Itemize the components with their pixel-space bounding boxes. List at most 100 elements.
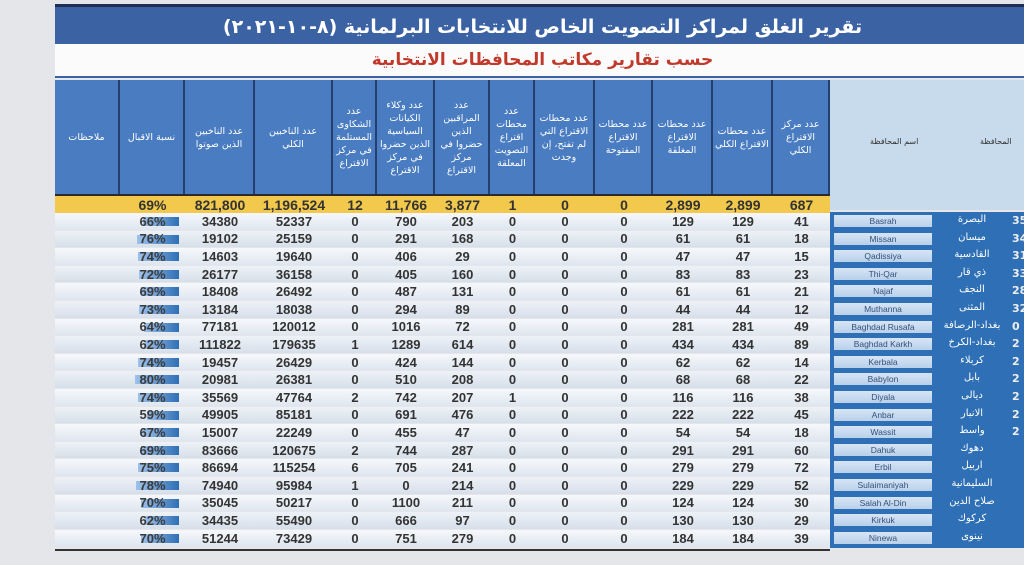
header-total-stations: عدد محطات الاقتراع الكلي	[713, 80, 773, 195]
cell-total-voters: 55490	[275, 513, 313, 529]
cell-total-voters: 120675	[272, 442, 316, 458]
cell-turnout: 74%	[120, 389, 185, 406]
cell-not-opened: 0	[561, 249, 569, 265]
province-name-header: اسم المحافظة	[870, 137, 919, 146]
province-row: Ninewa نينوى	[830, 530, 1024, 547]
province-row: Missan ميسان 34	[830, 231, 1024, 248]
table-row: 78% 74940 95984 1 0 214 0 0 0 229 229 52	[55, 477, 830, 494]
table-row: 74% 14603 19640 0 406 29 0 0 0 47 47 15	[55, 248, 830, 265]
cell-centers: 72	[794, 460, 809, 476]
cell-voted: 34380	[201, 213, 239, 229]
cell-turnout: 67%	[120, 424, 185, 441]
cell-closed: 44	[675, 301, 691, 317]
table-row: 62% 111822 179635 1 1289 614 0 0 0 434 434 89	[55, 336, 830, 353]
cell-open: 0	[620, 442, 628, 458]
province-code-header: المحافظة	[980, 137, 1012, 146]
cell-closed: 291	[672, 442, 694, 458]
turnout-value: 69%	[139, 284, 166, 300]
cell-not-opened: 0	[561, 477, 569, 493]
cell-complaints: 0	[351, 301, 359, 317]
cell-open: 0	[620, 231, 628, 247]
header-not-opened: عدد محطات الاقتراع التي لم تفتح، إن وجدت	[535, 80, 595, 195]
table-row: 74% 35569 47764 2 742 207 1 0 0 116 116 38	[55, 389, 830, 406]
cell-agents: 751	[395, 530, 417, 546]
cell-total-stations: 229	[732, 477, 754, 493]
province-row: Najaf النجف 28	[830, 283, 1024, 300]
province-english-name: Wassit	[834, 426, 932, 439]
cell-closed: 47	[675, 249, 691, 265]
cell-not-opened: 0	[561, 407, 569, 423]
cell-agents: 691	[395, 407, 417, 423]
province-arabic-name: اربيل	[961, 460, 983, 472]
table-row: 70% 35045 50217 0 1100 211 0 0 0 124 124 30	[55, 494, 830, 512]
province-header: اسم المحافظة المحافظة	[830, 80, 1024, 210]
cell-agents: 744	[395, 442, 417, 458]
header-notes: ملاحظات	[55, 80, 120, 195]
cell-turnout: 70%	[120, 495, 185, 512]
cell-closed: 54	[675, 425, 691, 441]
cell-turnout: 62%	[120, 512, 185, 529]
header-total-voters: عدد الناخبين الكلي	[255, 80, 333, 195]
cell-agents: 424	[395, 354, 417, 370]
turnout-value: 62%	[139, 337, 166, 353]
province-english-name: Baghdad Karkh	[834, 338, 932, 351]
table-row: 62% 34435 55490 0 666 97 0 0 0 130 130 29	[55, 512, 830, 529]
cell-centers: 21	[794, 284, 809, 300]
turnout-bar	[144, 340, 179, 350]
cell-open: 0	[620, 196, 628, 213]
header-turnout: نسبة الاقبال	[120, 80, 185, 195]
cell-agents: 705	[395, 460, 417, 476]
cell-closed-special: 0	[508, 354, 517, 370]
province-code: 28	[1012, 284, 1024, 298]
turnout-bar	[137, 234, 179, 244]
turnout-bar	[141, 445, 179, 455]
cell-total-voters: 120012	[272, 319, 316, 335]
cell-complaints: 0	[351, 495, 359, 511]
cell-not-opened: 0	[561, 196, 569, 213]
province-english-name: Salah Al-Din	[834, 496, 932, 509]
province-english-name: Missan	[834, 232, 932, 245]
cell-closed-special: 0	[508, 425, 517, 441]
cell-closed-special: 1	[508, 389, 517, 405]
cell-total-stations: 68	[735, 372, 751, 388]
province-code: 2	[1012, 425, 1020, 439]
cell-turnout: 74%	[120, 248, 185, 265]
table-row: 73% 13184 18038 0 294 89 0 0 0 44 44 12	[55, 301, 830, 318]
cell-closed-special: 0	[508, 442, 517, 458]
cell-total-voters: 50217	[275, 495, 313, 511]
cell-observers: 214	[451, 477, 474, 493]
cell-open: 0	[620, 354, 628, 370]
province-code: 2	[1012, 337, 1020, 351]
cell-total-voters: 179635	[272, 337, 316, 353]
cell-closed-special: 0	[508, 319, 517, 335]
turnout-bar	[136, 481, 179, 490]
cell-agents: 0	[402, 477, 410, 493]
cell-turnout: 62%	[120, 336, 185, 353]
province-arabic-name: المثنى	[959, 302, 985, 313]
province-english-name: Sulaimaniyah	[834, 479, 932, 491]
cell-observers: 29	[455, 249, 470, 265]
province-row: Dahuk دهوك	[830, 442, 1024, 459]
cell-observers: 144	[451, 354, 474, 370]
province-code: 0	[1012, 319, 1020, 333]
cell-turnout: 64%	[120, 319, 185, 336]
cell-total-stations: 129	[732, 213, 754, 229]
cell-open: 0	[620, 284, 628, 300]
province-row: Kirkuk كركوك	[830, 512, 1024, 529]
cell-turnout: 73%	[120, 301, 185, 318]
province-row: Basrah البصرة 35	[830, 213, 1024, 230]
cell-centers: 14	[794, 354, 809, 370]
cell-not-opened: 0	[561, 213, 569, 229]
cell-observers: 241	[451, 460, 474, 476]
cell-observers: 97	[455, 513, 470, 529]
cell-complaints: 0	[351, 407, 359, 423]
cell-agents: 1016	[391, 319, 421, 335]
totals-row: 69% 821,800 1,196,524 12 11,766 3,877 1 0 0 2,899…	[55, 194, 830, 215]
cell-agents: 790	[395, 213, 417, 229]
turnout-value: 69%	[139, 442, 166, 458]
cell-voted: 74940	[201, 477, 239, 493]
cell-centers: 29	[794, 513, 809, 529]
cell-turnout: 80%	[120, 371, 185, 388]
turnout-value: 59%	[139, 407, 166, 423]
province-row: Diyala ديالى 2	[830, 389, 1024, 406]
